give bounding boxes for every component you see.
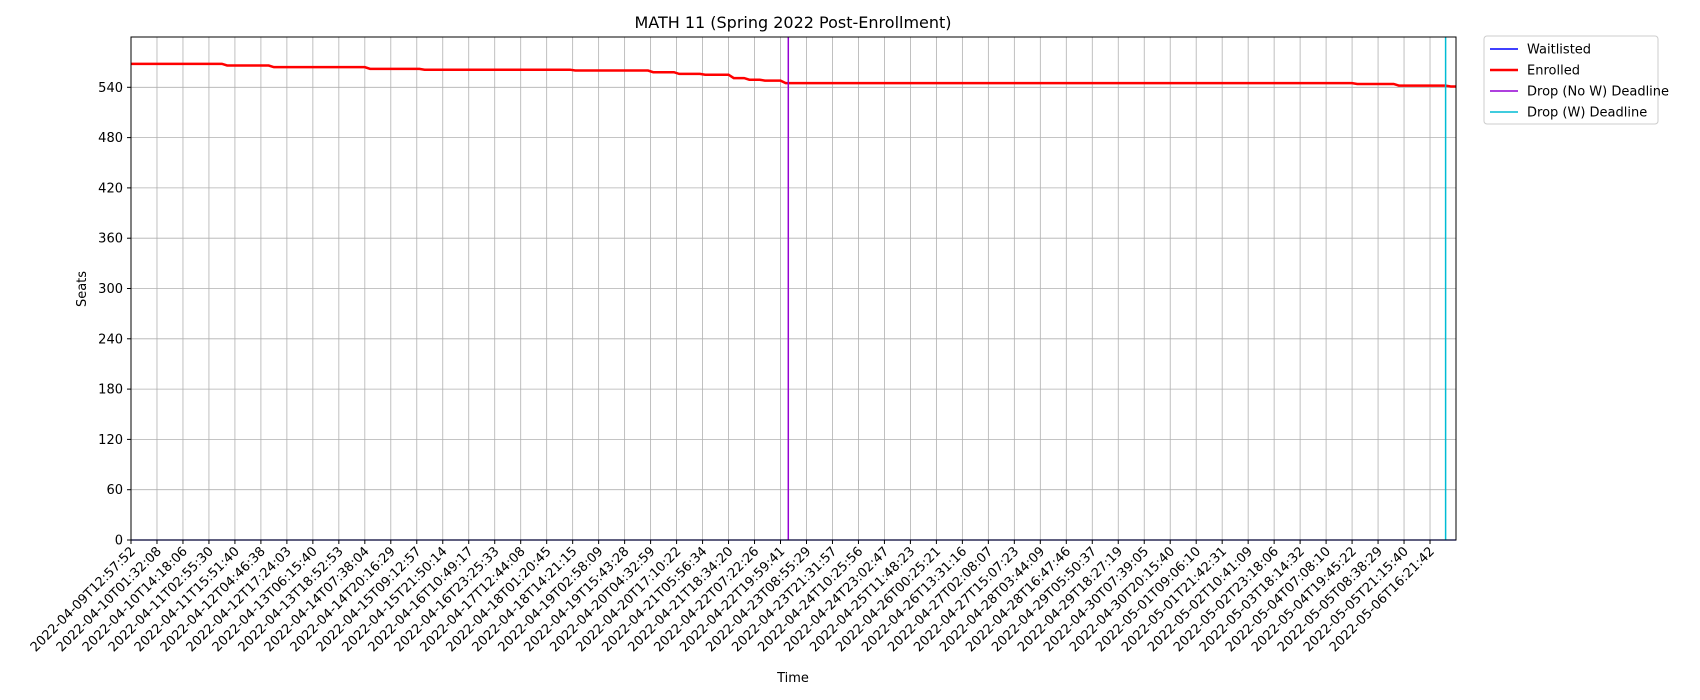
- y-tick-label: 180: [98, 383, 123, 398]
- legend-entry-enrolled: Enrolled: [1527, 64, 1580, 79]
- y-tick-label: 240: [98, 332, 123, 347]
- y-tick-label: 480: [98, 131, 123, 146]
- enrolled-line: [131, 62, 1456, 88]
- legend-entry-drop-no-w-deadline: Drop (No W) Deadline: [1527, 85, 1669, 100]
- y-tick-label: 0: [115, 534, 123, 549]
- y-tick-label: 360: [98, 232, 123, 247]
- y-tick-label: 300: [98, 282, 123, 297]
- legend-entry-drop-w-deadline: Drop (W) Deadline: [1527, 106, 1647, 121]
- y-axis: 0 60 120 180 240 300 360 420 480 540: [98, 81, 131, 549]
- y-axis-label: Seats: [75, 271, 90, 307]
- y-tick-label: 60: [106, 483, 123, 498]
- y-tick-label: 120: [98, 433, 123, 448]
- chart-title: MATH 11 (Spring 2022 Post-Enrollment): [634, 13, 951, 32]
- legend-box: [1483, 35, 1659, 125]
- y-tick-label: 540: [98, 81, 123, 96]
- legend: Waitlisted Enrolled Drop (No W) Deadline Dr…: [1483, 35, 1669, 125]
- y-tick-label: 420: [98, 181, 123, 196]
- legend-entry-waitlisted: Waitlisted: [1527, 43, 1591, 58]
- x-axis-label: Time: [776, 671, 809, 686]
